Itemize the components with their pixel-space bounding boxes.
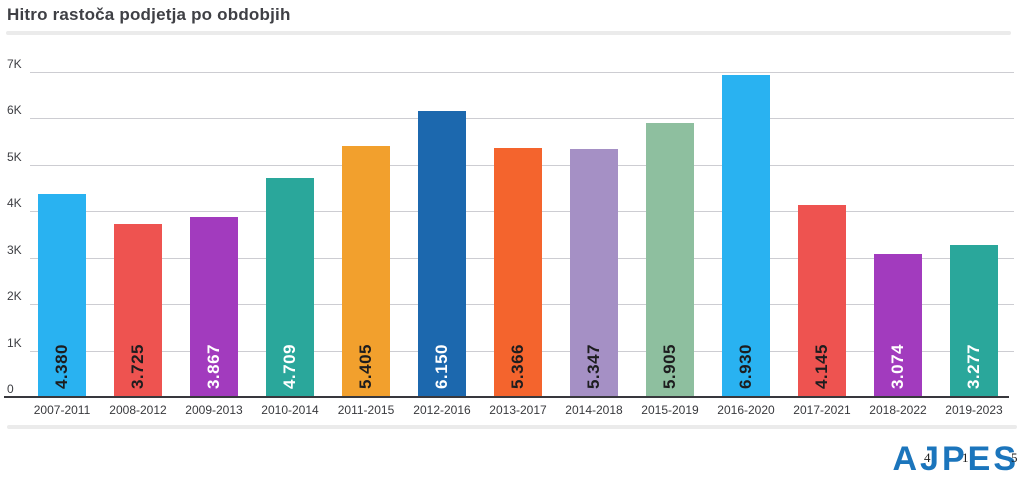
- title-divider: [6, 31, 1011, 35]
- bar[interactable]: 3.074: [874, 254, 922, 397]
- x-axis-tick-label: 2018-2022: [869, 403, 927, 417]
- bar[interactable]: 4.380: [38, 194, 86, 397]
- bar[interactable]: 5.366: [494, 148, 542, 397]
- bar-value-label: 6.930: [736, 343, 755, 389]
- bar[interactable]: 6.150: [418, 111, 466, 397]
- bar-value-label: 3.277: [964, 343, 983, 389]
- x-axis-tick-label: 2013-2017: [489, 403, 547, 417]
- bar-value-label: 3.074: [888, 343, 907, 389]
- x-axis-tick-label: 2015-2019: [641, 403, 699, 417]
- bar[interactable]: 4.709: [266, 178, 314, 397]
- bar-value-label: 3.725: [128, 343, 147, 389]
- bar[interactable]: 3.867: [190, 217, 238, 397]
- bar-value-label: 5.905: [660, 343, 679, 389]
- bar-value-label: 4.709: [280, 343, 299, 389]
- bar[interactable]: 6.930: [722, 75, 770, 397]
- x-axis-tick-label: 2019-2023: [945, 403, 1003, 417]
- footer-digit: 5: [1011, 450, 1018, 465]
- gridline: [30, 72, 1014, 73]
- x-axis-tick-label: 2011-2015: [337, 403, 395, 417]
- y-axis-tick-label: 2K: [7, 289, 22, 303]
- chart-title: Hitro rastoča podjetja po obdobjih: [7, 5, 291, 24]
- y-axis-tick-label: 5K: [7, 150, 22, 164]
- bar-value-label: 5.366: [508, 343, 527, 389]
- bar-value-label: 4.145: [812, 343, 831, 389]
- footer-digit: 4: [924, 450, 931, 465]
- bar-value-label: 5.347: [584, 343, 603, 389]
- x-axis-tick-label: 2017-2021: [793, 403, 851, 417]
- y-axis-tick-label: 7K: [7, 57, 22, 71]
- y-axis-tick-label: 1K: [7, 336, 22, 350]
- ajpes-logo: AJPES: [892, 440, 1019, 478]
- bar-value-label: 6.150: [432, 343, 451, 389]
- bar-value-label: 3.867: [204, 343, 223, 389]
- x-axis-tick-label: 2016-2020: [717, 403, 775, 417]
- gridline: [30, 118, 1014, 119]
- y-axis-tick-label: 4K: [7, 196, 22, 210]
- x-axis-tick-label: 2012-2016: [413, 403, 471, 417]
- x-axis-tick-label: 2008-2012: [109, 403, 167, 417]
- y-axis-tick-label: 0: [7, 382, 14, 396]
- bar[interactable]: 5.905: [646, 123, 694, 397]
- bar-value-label: 4.380: [52, 343, 71, 389]
- y-axis-tick-label: 3K: [7, 243, 22, 257]
- bar[interactable]: 4.145: [798, 205, 846, 397]
- bar[interactable]: 5.347: [570, 149, 618, 397]
- bar-value-label: 5.405: [356, 343, 375, 389]
- x-axis-tick-label: 2014-2018: [565, 403, 623, 417]
- x-axis-tick-label: 2010-2014: [261, 403, 319, 417]
- bar[interactable]: 3.277: [950, 245, 998, 397]
- footer-digit: 1: [962, 450, 969, 465]
- bar[interactable]: 5.405: [342, 146, 390, 397]
- footer-divider: [7, 425, 1017, 429]
- x-axis-tick-label: 2007-2011: [33, 403, 91, 417]
- bar[interactable]: 3.725: [114, 224, 162, 397]
- x-axis-tick-label: 2009-2013: [185, 403, 243, 417]
- y-axis-tick-label: 6K: [7, 103, 22, 117]
- x-axis-line: [4, 396, 1009, 398]
